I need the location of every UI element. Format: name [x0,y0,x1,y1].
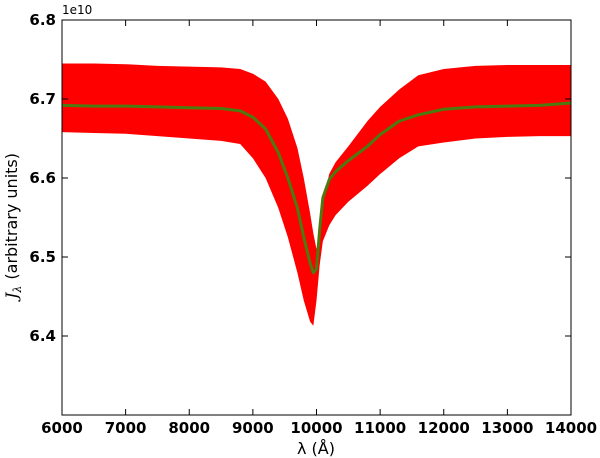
uncertainty-band [62,63,571,326]
x-tick-label: 11000 [354,419,406,437]
x-tick-label: 8000 [168,419,210,437]
plot-area [61,63,572,326]
x-axis-label: λ (Å) [297,439,335,458]
mean-line [61,101,572,275]
y-offset-label: 1e10 [62,3,92,17]
x-tick-label: 6000 [41,419,83,437]
y-axis-label: Jλ (arbitrary units) [2,153,24,302]
axis-ticks: 6000 7000 8000 9000 10000 11000 12000 13000 1400… [29,11,597,437]
y-tick-label: 6.5 [29,248,56,266]
y-tick-label: 6.4 [29,327,56,345]
x-tick-label: 13000 [481,419,533,437]
x-tick-label: 7000 [105,419,147,437]
y-axis-subscript: λ [11,286,24,294]
x-tick-label: 9000 [232,419,274,437]
y-axis-symbol: J [2,291,21,302]
y-tick-label: 6.6 [29,169,56,187]
x-tick-label: 10000 [290,419,342,437]
y-tick-label: 6.8 [29,11,56,29]
y-axis-units: (arbitrary units) [2,153,21,280]
y-tick-label: 6.7 [29,90,56,108]
x-tick-label: 12000 [418,419,470,437]
x-tick-label: 14000 [545,419,597,437]
